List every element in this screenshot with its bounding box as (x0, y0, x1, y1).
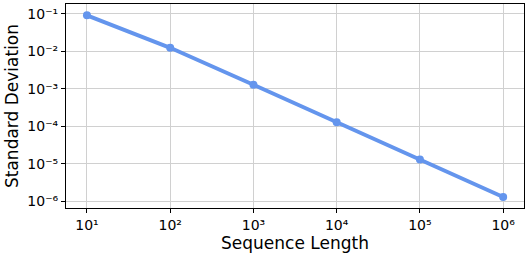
svg-text:10⁻³: 10⁻³ (27, 81, 58, 97)
svg-text:Standard Deviation: Standard Deviation (2, 24, 22, 188)
svg-text:10³: 10³ (242, 217, 265, 233)
svg-text:10⁶: 10⁶ (491, 217, 515, 233)
svg-text:10⁴: 10⁴ (325, 217, 349, 233)
svg-text:10⁻⁴: 10⁻⁴ (27, 118, 58, 134)
svg-text:Sequence Length: Sequence Length (221, 233, 369, 253)
svg-text:10⁻²: 10⁻² (27, 43, 58, 59)
svg-text:10⁻⁵: 10⁻⁵ (27, 156, 58, 172)
svg-text:10⁻⁶: 10⁻⁶ (27, 193, 58, 209)
svg-text:10²: 10² (158, 217, 181, 233)
svg-text:10⁻¹: 10⁻¹ (27, 6, 58, 22)
svg-text:10⁵: 10⁵ (408, 217, 431, 233)
svg-text:10¹: 10¹ (75, 217, 98, 233)
